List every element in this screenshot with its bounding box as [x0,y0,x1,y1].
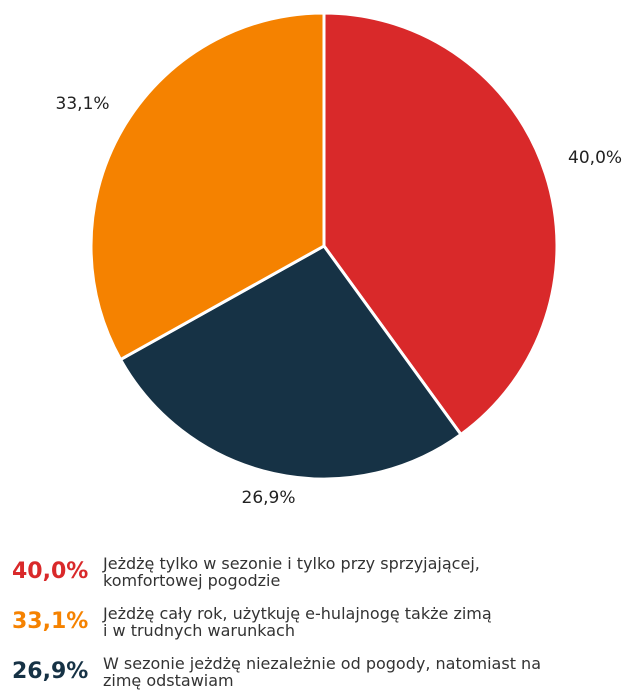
legend-value: 26,9% [12,659,88,684]
pie-slice [322,11,559,437]
legend-label-line: komfortowej pogodzie [103,571,280,590]
legend-label-line: W sezonie jeżdżę niezależnie od pogody, … [103,654,541,673]
slice-label: 40,0% [568,148,622,168]
slice-label: 26,9% [242,488,296,508]
legend-label-line: zimę odstawiam [103,671,234,690]
legend-value: 33,1% [12,609,88,634]
legend-value: 40,0% [12,559,88,584]
pie-slice [118,244,464,481]
legend-label-line: i w trudnych warunkach [103,621,295,640]
legend-label: W sezonie jeżdżę niezależnie od pogody, … [103,654,541,690]
legend-label-line: Jeżdżę cały rok, użytkuję e-hulajnogę ta… [102,604,492,623]
slice-label: 33,1% [56,94,110,114]
legend-label: Jeżdżę cały rok, użytkuję e-hulajnogę ta… [102,604,492,640]
pie-slice [89,11,326,362]
legend-label-line: Jeżdżę tylko w sezonie i tylko przy sprz… [102,554,480,573]
legend-label: Jeżdżę tylko w sezonie i tylko przy sprz… [102,554,480,590]
